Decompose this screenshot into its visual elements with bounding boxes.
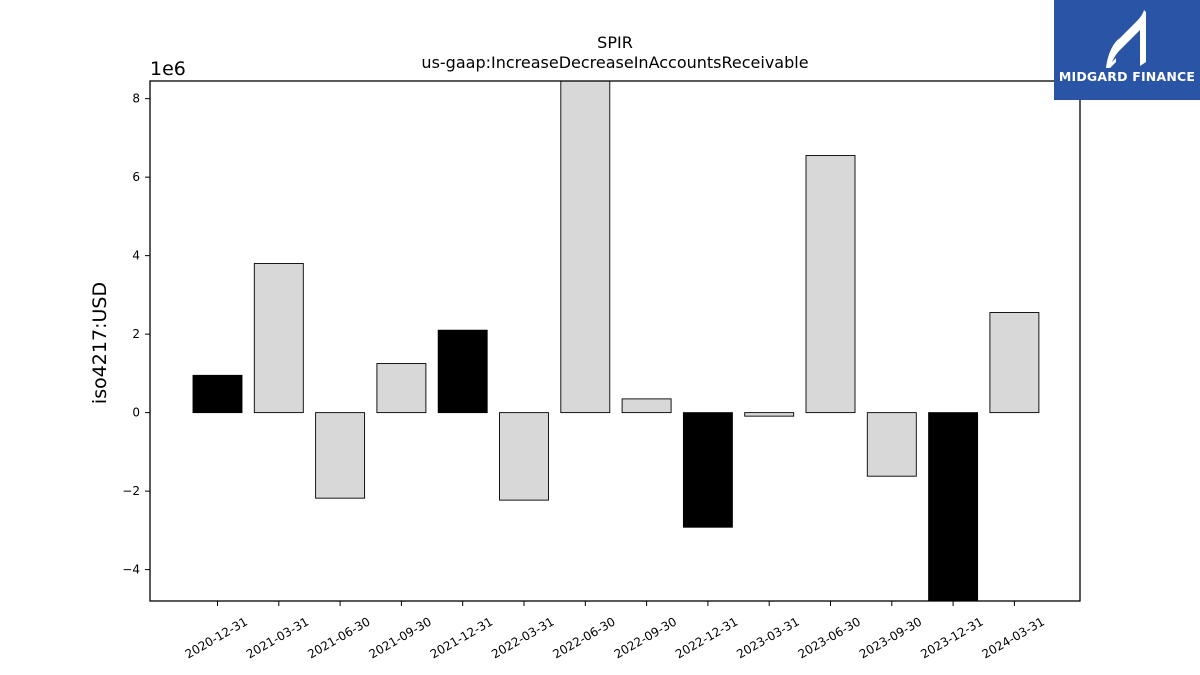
chart-subtitle: us-gaap:IncreaseDecreaseInAccountsReceiv… xyxy=(421,53,808,72)
y-axis-ticks: −4 −2 0 2 4 6 8 xyxy=(122,92,150,577)
x-tick-label: 2021-12-31 xyxy=(428,614,495,661)
bar-2021-12-31 xyxy=(437,329,488,414)
bar-2020-12-31 xyxy=(192,374,243,414)
x-tick-label: 2022-09-30 xyxy=(612,614,679,661)
x-axis-ticks: 2020-12-312021-03-312021-06-302021-09-30… xyxy=(183,601,1047,661)
y-tick-label: −4 xyxy=(122,563,140,577)
bars-group xyxy=(192,80,1040,602)
bar-2023-12-31 xyxy=(928,412,979,602)
bar-2023-03-31 xyxy=(744,412,795,417)
bar-2021-06-30 xyxy=(315,412,366,499)
y-tick-label: 6 xyxy=(132,170,140,184)
x-tick-label: 2021-03-31 xyxy=(244,614,311,661)
x-tick-label: 2022-12-31 xyxy=(673,614,740,661)
bar-2021-03-31 xyxy=(253,263,304,414)
chart-title: SPIR xyxy=(597,33,633,52)
midgard-logo-icon xyxy=(1106,10,1146,68)
x-tick-label: 2022-03-31 xyxy=(489,614,556,661)
x-tick-label: 2022-06-30 xyxy=(550,614,617,661)
bar-2023-06-30 xyxy=(805,155,856,414)
y-axis-label: iso4217:USD xyxy=(89,282,111,404)
y-tick-label: 4 xyxy=(132,249,140,263)
x-tick-label: 2021-09-30 xyxy=(366,614,433,661)
bar-2022-09-30 xyxy=(621,398,672,414)
bar-2022-03-31 xyxy=(499,412,549,501)
x-tick-label: 2021-06-30 xyxy=(305,614,372,661)
y-tick-label: 0 xyxy=(132,406,140,420)
brand-name: MIDGARD FINANCE xyxy=(1058,69,1196,84)
x-tick-label: 2023-12-31 xyxy=(918,614,985,661)
bar-2024-03-31 xyxy=(989,312,1040,414)
bar-2022-12-31 xyxy=(682,412,733,528)
x-tick-label: 2023-09-30 xyxy=(857,614,924,661)
bar-2023-09-30 xyxy=(866,412,917,477)
bar-2021-09-30 xyxy=(376,363,427,414)
plot-frame xyxy=(149,80,1081,602)
bar-2022-06-30 xyxy=(560,80,611,414)
x-tick-label: 2023-06-30 xyxy=(796,614,863,661)
y-tick-label: 8 xyxy=(132,92,140,106)
x-tick-label: 2023-03-31 xyxy=(734,614,801,661)
y-offset-label: 1e6 xyxy=(150,58,186,80)
y-tick-label: 2 xyxy=(132,327,140,341)
brand-logo: MIDGARD FINANCE xyxy=(1054,0,1200,100)
x-tick-label: 2024-03-31 xyxy=(979,614,1046,661)
x-tick-label: 2020-12-31 xyxy=(183,614,250,661)
y-tick-label: −2 xyxy=(122,484,140,498)
